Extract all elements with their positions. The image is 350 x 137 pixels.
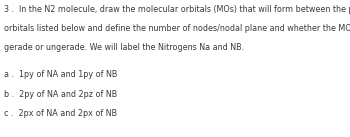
Text: gerade or ungerade. We will label the Nitrogens Na and NB.: gerade or ungerade. We will label the Ni…	[4, 43, 244, 52]
Text: orbitals listed below and define the number of nodes/nodal plane and whether the: orbitals listed below and define the num…	[4, 24, 350, 33]
Text: b .  2py of NA and 2pz of NB: b . 2py of NA and 2pz of NB	[4, 90, 117, 99]
Text: c .  2px of NA and 2px of NB: c . 2px of NA and 2px of NB	[4, 109, 117, 118]
Text: a .  1py of NA and 1py of NB: a . 1py of NA and 1py of NB	[4, 70, 117, 79]
Text: 3 .  In the N2 molecule, draw the molecular orbitals (MOs) that will form betwee: 3 . In the N2 molecule, draw the molecul…	[4, 5, 350, 14]
